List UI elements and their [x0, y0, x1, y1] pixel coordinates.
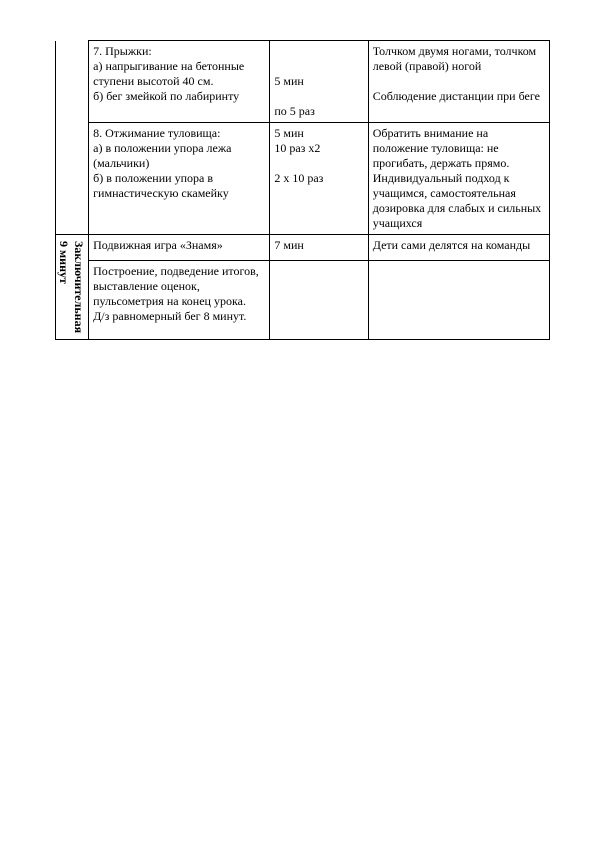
- content-cell: Подвижная игра «Знамя»: [89, 235, 270, 261]
- content-cell: 8. Отжимание туловища:а) в положении упо…: [89, 123, 270, 235]
- section-label: Заключительная9 минут: [56, 235, 89, 340]
- page: 7. Прыжки:а) напрыгивание на бетонные ст…: [0, 0, 595, 380]
- table-row: 8. Отжимание туловища:а) в положении упо…: [56, 123, 550, 235]
- dosage-cell: 7 мин: [270, 235, 368, 261]
- table-row: 7. Прыжки:а) напрыгивание на бетонные ст…: [56, 41, 550, 123]
- notes-cell: Обратить внимание на положение туловища:…: [368, 123, 549, 235]
- notes-cell: Дети сами делятся на команды: [368, 235, 549, 261]
- notes-cell: [368, 260, 549, 339]
- notes-cell: Толчком двумя ногами, толчком левой (пра…: [368, 41, 549, 123]
- lesson-plan-table: 7. Прыжки:а) напрыгивание на бетонные ст…: [55, 40, 550, 340]
- table-row: Построение, подведение итогов, выставлен…: [56, 260, 550, 339]
- dosage-cell: [270, 260, 368, 339]
- dosage-cell: 5 мин по 5 раз: [270, 41, 368, 123]
- content-cell: Построение, подведение итогов, выставлен…: [89, 260, 270, 339]
- section-cell-empty: [56, 123, 89, 235]
- content-cell: 7. Прыжки:а) напрыгивание на бетонные ст…: [89, 41, 270, 123]
- dosage-cell: 5 мин10 раз х2 2 х 10 раз: [270, 123, 368, 235]
- table-row: Заключительная9 минут Подвижная игра «Зн…: [56, 235, 550, 261]
- section-cell-empty: [56, 41, 89, 123]
